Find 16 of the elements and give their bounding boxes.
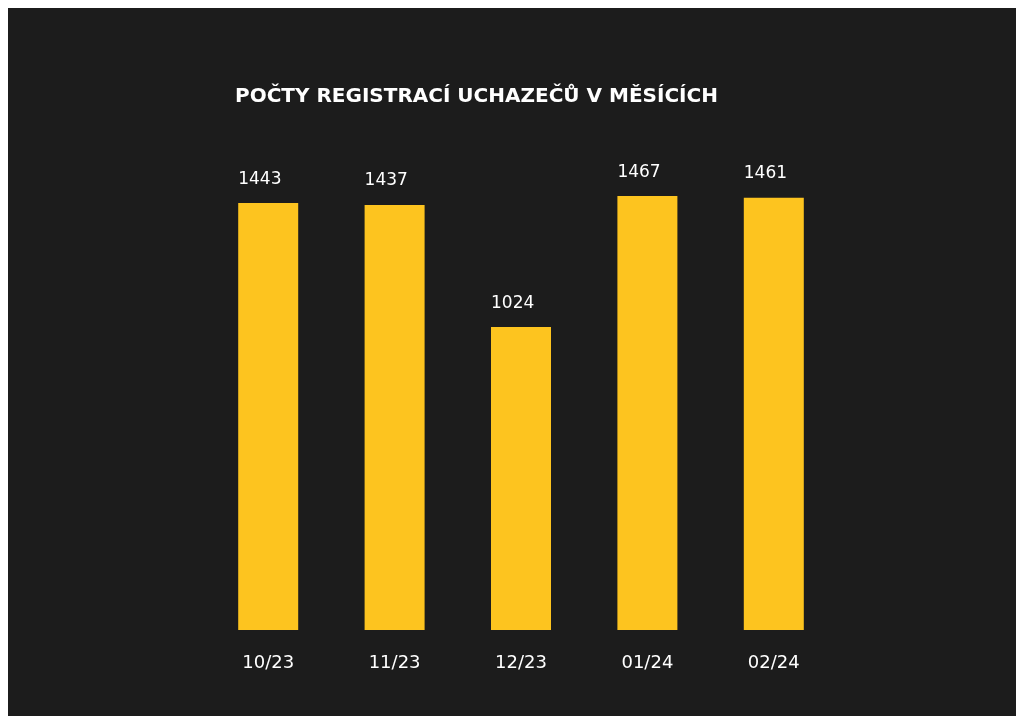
bar — [238, 203, 299, 630]
x-tick-label: 01/24 — [621, 650, 674, 672]
data-label: 1443 — [238, 167, 282, 188]
x-tick-label: 12/23 — [495, 650, 547, 672]
bar — [491, 327, 551, 630]
x-tick-label: 11/23 — [368, 650, 421, 672]
bar — [617, 196, 678, 630]
data-label: 1467 — [617, 160, 661, 181]
x-tick-label: 02/24 — [747, 650, 800, 672]
data-label: 1461 — [743, 162, 788, 183]
x-tick-label: 10/23 — [242, 650, 295, 672]
chart-title: POČTY REGISTRACÍ UCHAZEČŮ V MĚSÍCÍCH — [235, 83, 718, 107]
data-label: 1024 — [491, 291, 535, 312]
bar — [743, 197, 804, 630]
data-label: 1437 — [364, 169, 408, 190]
bar — [364, 204, 425, 630]
